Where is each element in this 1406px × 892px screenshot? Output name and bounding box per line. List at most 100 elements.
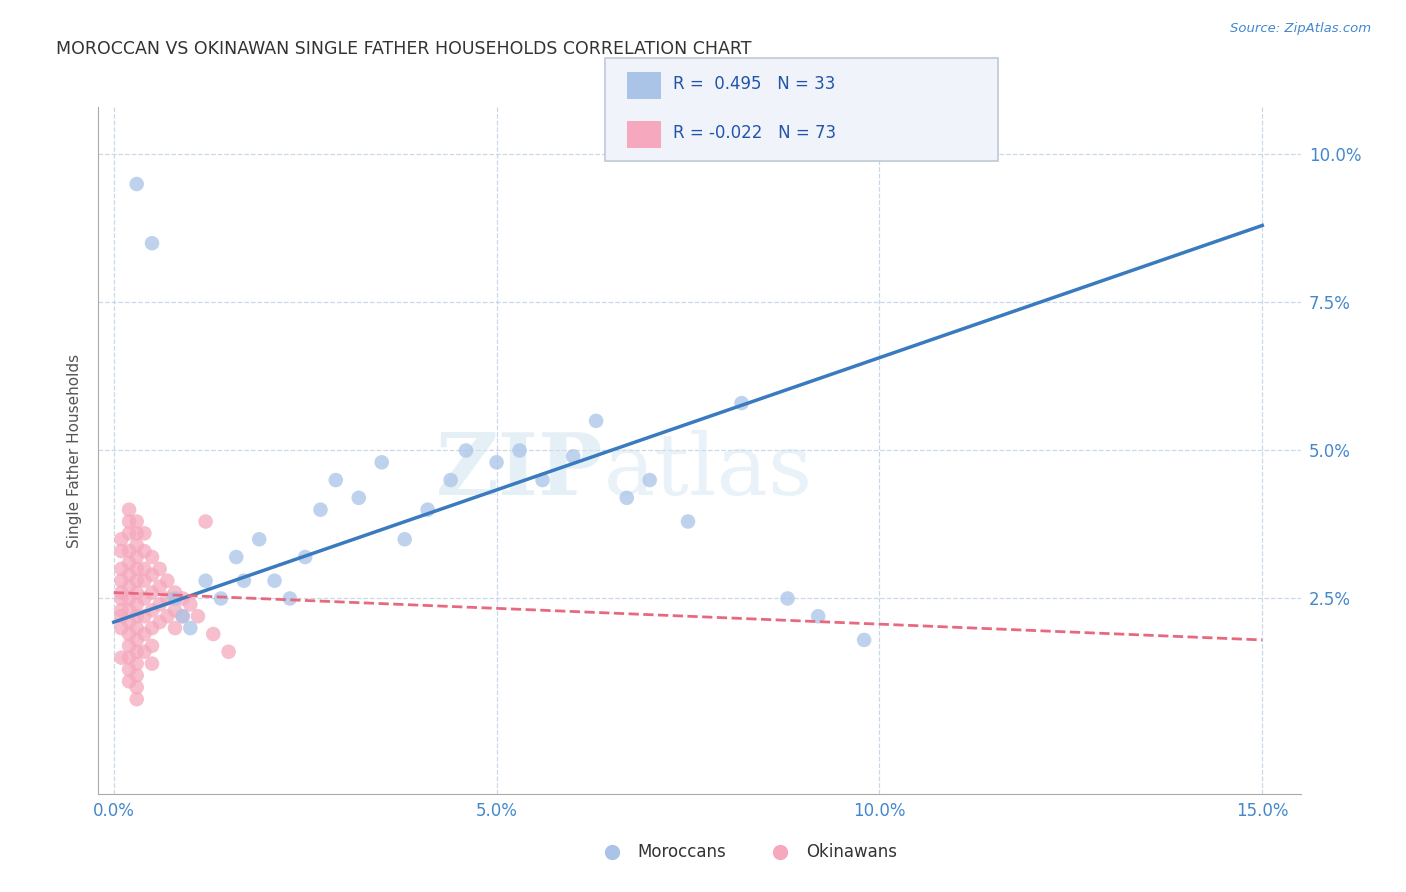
Point <box>263 574 285 588</box>
Point <box>118 526 141 541</box>
Text: R = -0.022   N = 73: R = -0.022 N = 73 <box>673 125 837 143</box>
Point <box>616 491 638 505</box>
Point <box>325 473 347 487</box>
Point <box>163 603 186 617</box>
Point <box>118 502 141 516</box>
Point <box>218 645 240 659</box>
Point <box>853 632 876 647</box>
Point <box>125 549 148 564</box>
Point <box>172 609 194 624</box>
Point <box>309 502 332 516</box>
Point <box>776 591 799 606</box>
Point <box>562 450 585 464</box>
Point <box>585 414 607 428</box>
Point <box>149 580 172 594</box>
Point <box>172 591 194 606</box>
Point <box>247 533 270 547</box>
Point <box>141 639 163 653</box>
Point <box>110 562 132 576</box>
Point <box>347 491 370 505</box>
Point <box>110 650 132 665</box>
Point <box>125 538 148 552</box>
Point <box>509 443 531 458</box>
Point <box>370 455 392 469</box>
Point <box>163 591 186 606</box>
Point <box>232 574 254 588</box>
Point <box>676 515 699 529</box>
Point <box>125 621 148 635</box>
Text: Source: ZipAtlas.com: Source: ZipAtlas.com <box>1230 22 1371 36</box>
Point <box>149 615 172 630</box>
Point <box>125 645 148 659</box>
Point <box>118 567 141 582</box>
Point <box>118 556 141 570</box>
Point <box>730 396 752 410</box>
Point <box>118 591 141 606</box>
Point <box>125 177 148 191</box>
Point <box>194 574 217 588</box>
Point <box>118 627 141 641</box>
Point <box>118 544 141 558</box>
Point <box>141 657 163 671</box>
Point <box>141 603 163 617</box>
Point <box>163 585 186 599</box>
Point <box>141 585 163 599</box>
Point <box>416 502 439 516</box>
Point <box>134 609 156 624</box>
Point <box>194 515 217 529</box>
Point <box>638 473 661 487</box>
Y-axis label: Single Father Households: Single Father Households <box>67 353 83 548</box>
Point <box>531 473 554 487</box>
Text: atlas: atlas <box>603 429 813 513</box>
Point <box>125 526 148 541</box>
Point <box>485 455 508 469</box>
Point <box>118 650 141 665</box>
Point <box>110 544 132 558</box>
Point <box>156 609 179 624</box>
Point <box>454 443 477 458</box>
Point <box>134 645 156 659</box>
Point <box>125 598 148 612</box>
Point <box>118 603 141 617</box>
Point <box>118 515 141 529</box>
Point <box>294 549 316 564</box>
Point <box>179 621 201 635</box>
Point <box>179 598 201 612</box>
Point <box>118 580 141 594</box>
Point <box>125 668 148 682</box>
Point <box>125 609 148 624</box>
Point <box>209 591 232 606</box>
Text: Okinawans: Okinawans <box>806 843 897 861</box>
Point <box>125 692 148 706</box>
Point <box>156 574 179 588</box>
Point <box>156 591 179 606</box>
Text: Moroccans: Moroccans <box>637 843 725 861</box>
Point <box>163 621 186 635</box>
Point <box>134 574 156 588</box>
Point <box>118 615 141 630</box>
Point <box>141 236 163 251</box>
Point <box>134 591 156 606</box>
Point <box>118 663 141 677</box>
Text: MOROCCAN VS OKINAWAN SINGLE FATHER HOUSEHOLDS CORRELATION CHART: MOROCCAN VS OKINAWAN SINGLE FATHER HOUSE… <box>56 40 752 58</box>
Point <box>141 549 163 564</box>
Point <box>125 632 148 647</box>
Point <box>149 562 172 576</box>
Point <box>110 603 132 617</box>
Point <box>134 544 156 558</box>
Point <box>110 609 132 624</box>
Point <box>134 562 156 576</box>
Point <box>141 567 163 582</box>
Point <box>110 591 132 606</box>
Point <box>394 533 416 547</box>
Point <box>141 621 163 635</box>
Point <box>118 639 141 653</box>
Point <box>187 609 209 624</box>
Point <box>125 681 148 695</box>
Point <box>110 574 132 588</box>
Point <box>125 562 148 576</box>
Point <box>172 609 194 624</box>
Point <box>134 526 156 541</box>
Point <box>225 549 247 564</box>
Point <box>278 591 301 606</box>
